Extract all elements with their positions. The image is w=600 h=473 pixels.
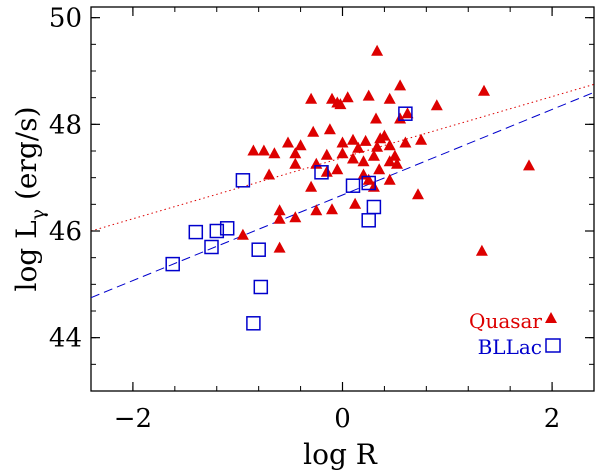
legend-marker-bllac [545,338,561,353]
bllac-point [251,242,266,257]
quasar-point [305,180,318,192]
bllac-point [209,223,225,239]
quasar-point [289,147,302,159]
bllac-point [253,279,269,295]
axis-ticks: −2 0 2 44 46 48 50 [49,4,595,434]
quasar-point [523,159,535,171]
x-tick-label: −2 [114,404,152,434]
quasar-point [310,204,323,216]
quasar-point [394,79,407,91]
x-tick-label: 2 [544,404,561,434]
quasar-point [430,99,443,111]
quasar-point [357,155,370,167]
bllac-point [361,175,376,191]
quasar-point [320,148,333,160]
quasar-point [378,129,391,141]
bllac-point [165,256,180,272]
bllac-point [345,178,361,193]
y-tick-label: 48 [49,110,82,140]
bllac-point [366,199,382,215]
quasar-point [268,147,281,159]
quasar-point [383,155,396,167]
quasar-point [305,92,318,104]
bllac-point [314,165,329,180]
quasar-point [307,125,320,137]
x-tick-label: 0 [334,404,351,434]
quasar-point [336,136,349,148]
quasar-point [336,147,349,159]
quasar-point [383,92,396,104]
quasar-point [320,165,333,177]
y-axis-title-unit: (erg/s) [10,106,43,208]
quasar-point [282,136,294,148]
bllac-point [188,224,204,240]
quasar-point [352,141,365,153]
quasar-point [391,157,403,169]
quasar-point [478,84,490,96]
bllac-fit-line [90,91,595,299]
quasar-point [273,204,286,216]
legend-label-bllac: BLLac [478,335,542,359]
quasar-point [334,98,347,110]
bllac-point [219,221,235,236]
data-points [165,44,535,331]
y-tick-label: 46 [49,217,82,247]
legend-label-quasar: Quasar [469,309,542,333]
legend-marker-quasar [545,312,557,323]
quasar-point [326,203,338,215]
quasar-point [401,107,414,119]
quasar-point [236,228,249,240]
quasar-point [289,211,302,223]
y-tick-label: 50 [49,4,82,34]
quasar-point [289,157,302,169]
quasar-point [294,139,307,151]
y-tick-label: 44 [49,324,82,354]
quasar-point [383,139,396,151]
quasar-point [323,123,336,135]
quasar-point [383,173,396,185]
bllac-point [361,213,376,228]
quasar-point [331,163,344,175]
bllac-point [204,239,219,255]
quasar-point [388,149,401,161]
quasar-point [415,133,428,145]
quasar-point [359,134,372,146]
quasar-point [310,157,323,169]
quasar-point [367,149,380,161]
quasar-point [347,133,359,145]
quasar-point [362,173,375,185]
quasar-point [257,144,270,156]
quasar-point [341,91,354,103]
quasar-point [349,197,362,209]
quasar-point [347,152,359,164]
y-axis-title-sub: γ [27,209,49,220]
legend: Quasar BLLac [469,309,561,359]
x-axis-title: log R [303,438,378,471]
quasar-point [362,89,375,101]
quasar-point [475,244,488,256]
quasar-point [273,241,286,253]
quasar-point [371,44,384,56]
bllac-point [235,173,251,188]
quasar-point [371,140,384,152]
bllac-point [246,316,261,331]
quasar-point [247,144,260,156]
bllac-point [398,106,413,121]
quasar-point [412,188,424,200]
plot-frame [90,6,595,392]
y-axis-title-main: log L [10,220,43,291]
quasar-point [399,136,412,148]
quasar-point [370,112,382,124]
quasar-point [263,168,276,180]
quasar-point [273,212,286,224]
quasar-point [373,163,386,175]
y-axis-title: log Lγ (erg/s) [10,106,49,291]
